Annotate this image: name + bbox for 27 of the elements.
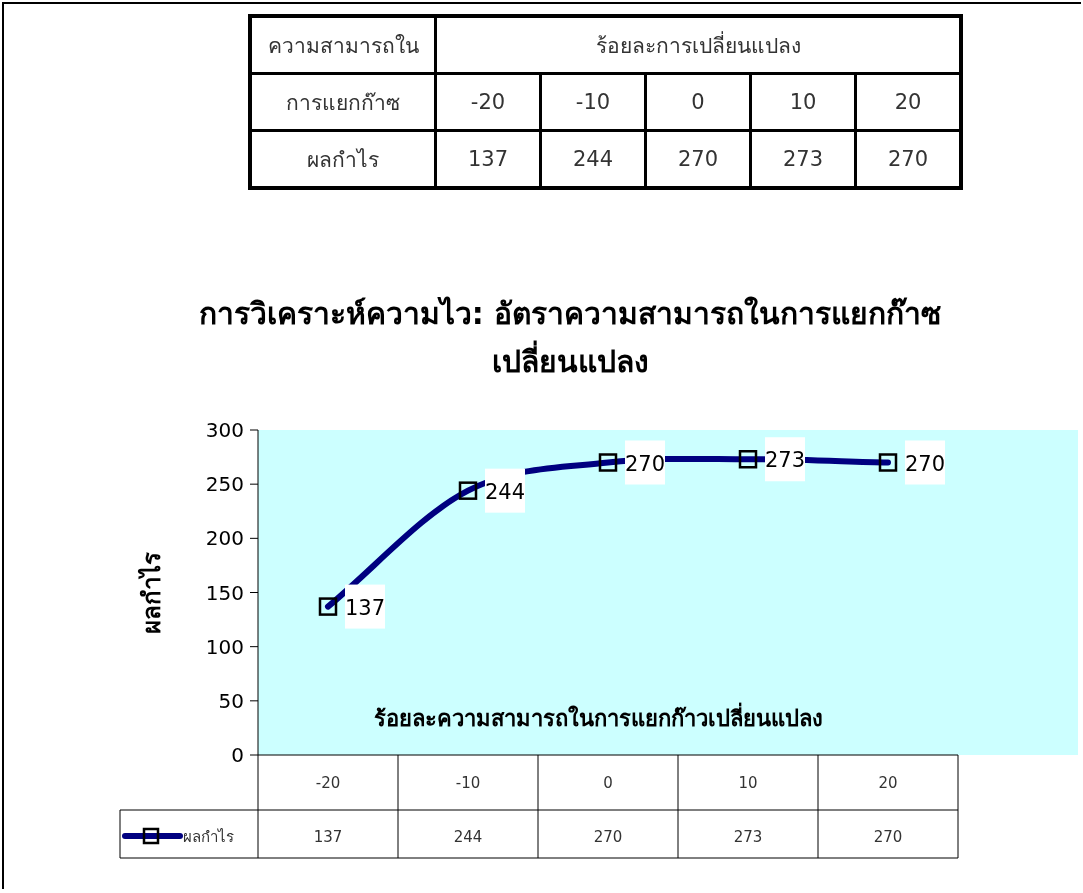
chart-title: การวิเคราะห์ความไว: อัตราความสามารถในการแยกก๊าซเปลี่ยนแปลง — [197, 295, 943, 381]
y-axis-title: ผลกำไร — [137, 551, 166, 634]
x-tick-label: 20 — [878, 774, 898, 792]
data-label: 270 — [873, 828, 903, 846]
y-tick-label: 300 — [205, 418, 244, 442]
y-tick-label: 100 — [205, 634, 244, 659]
data-label: 137 — [313, 828, 343, 846]
x-tick-label: -20 — [315, 774, 341, 792]
y-tick-label: 150 — [205, 580, 244, 605]
text: 137 — [344, 595, 386, 620]
text: 244 — [484, 479, 526, 504]
x-axis-title: ร้อยละความสามารถในการแยกก๊าวเปลี่ยนแปลง — [373, 702, 823, 731]
data-label: 273 — [733, 828, 763, 846]
text: 270 — [624, 451, 666, 476]
text: 273 — [764, 448, 806, 473]
y-tick-label: 0 — [231, 743, 244, 767]
y-tick-label: 50 — [218, 688, 244, 713]
value-table: ความสามารถใน ร้อยละการเปลี่ยนแปลง การแยกก๊าซ -20 -10 0 10 20 ผลกำไร 137 244 270 273 270 — [248, 14, 963, 190]
x-tick-label: 0 — [603, 774, 613, 792]
legend-label: ผลกำไร — [183, 828, 234, 846]
x-tick-label: -10 — [455, 774, 481, 792]
x-tick-label: 10 — [738, 774, 758, 792]
y-tick-label: 200 — [205, 526, 244, 551]
data-label: 244 — [453, 828, 483, 846]
data-label: 270 — [593, 828, 623, 846]
y-tick-label: 250 — [205, 472, 244, 497]
text: 270 — [904, 451, 946, 476]
